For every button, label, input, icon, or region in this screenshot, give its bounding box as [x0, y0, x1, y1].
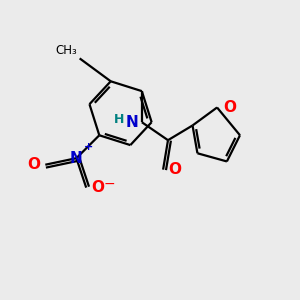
Text: N: N [125, 115, 138, 130]
Text: −: − [103, 177, 115, 191]
Text: O: O [91, 180, 104, 195]
Text: N: N [70, 151, 83, 166]
Text: O: O [27, 157, 40, 172]
Text: O: O [168, 162, 181, 177]
Text: +: + [84, 142, 93, 152]
Text: H: H [113, 113, 124, 126]
Text: CH₃: CH₃ [55, 44, 77, 57]
Text: O: O [223, 100, 236, 115]
